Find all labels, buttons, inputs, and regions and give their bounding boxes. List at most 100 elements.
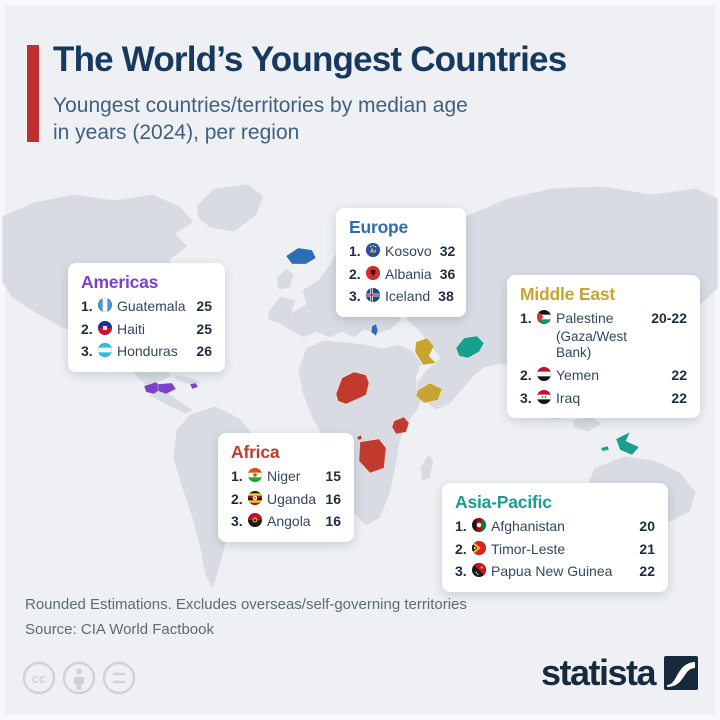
kosovo-flag-icon: [366, 243, 380, 257]
ranking-row: 1. Palestine (Gaza/West Bank) 20-22: [520, 310, 687, 362]
map-country-papua-new-guinea: [615, 431, 640, 456]
albania-flag-icon: [366, 265, 380, 280]
map-landmass-central-america: [149, 385, 196, 415]
country-name: Iceland: [385, 288, 431, 304]
median-age-value: 32: [439, 243, 456, 259]
ranking-row: 3. Iceland 38: [349, 288, 454, 306]
niger-flag-icon: [248, 468, 262, 482]
country-name: Uganda: [267, 490, 317, 507]
map-landmass-british-isles: [275, 267, 295, 291]
region-title: Europe: [349, 217, 409, 237]
country-name: Niger: [267, 468, 301, 484]
rank-number: 1.: [81, 298, 93, 314]
median-age-value: 15: [325, 468, 341, 484]
iceland-flag-icon: [366, 288, 380, 302]
ranking-row: 3. Iraq 22: [520, 389, 687, 408]
median-age-value: 20-22: [651, 310, 687, 326]
honduras-flag-icon: [98, 343, 112, 357]
map-country-angola: [356, 434, 363, 441]
region-title: Middle East: [520, 284, 616, 304]
region-title: Asia-Pacific: [455, 492, 552, 512]
rank-number: 3.: [520, 389, 532, 406]
region-box-middle-east: Middle East 1. Palestine (Gaza/West Bank) 20…: [507, 275, 700, 419]
map-country-iceland: [285, 247, 317, 265]
country-name: Guatemala: [117, 298, 186, 314]
ranking-row: 2. Haiti 25: [81, 320, 212, 339]
country-name: Timor-Leste: [491, 540, 566, 557]
iraq-flag-icon: [537, 389, 551, 404]
region-title: Americas: [81, 272, 159, 292]
rank-number: 1.: [349, 243, 361, 259]
svg-text:cc: cc: [32, 671, 46, 686]
ranking-row: 1. Niger 15: [231, 468, 341, 486]
ranking-row: 2. Yemen 22: [520, 367, 687, 385]
rank-number: 2.: [349, 265, 361, 282]
median-age-value: 21: [639, 540, 655, 557]
country-name: Angola: [267, 513, 311, 529]
rank-number: 3.: [231, 513, 243, 529]
country-name: Afghanistan: [491, 518, 565, 534]
rank-number: 1.: [231, 468, 243, 484]
rank-number: 2.: [81, 320, 93, 337]
title-accent-bar: [27, 45, 39, 142]
guatemala-flag-icon: [98, 298, 112, 312]
region-box-africa: Africa 1. Niger 15 2. Uganda 16 3. Angola 16: [218, 433, 354, 542]
equal-icon[interactable]: [102, 661, 136, 695]
median-age-value: 25: [196, 320, 212, 337]
median-age-value: 38: [438, 288, 454, 304]
region-title: Africa: [231, 442, 280, 462]
angola-flag-icon: [248, 513, 262, 527]
country-sub-label: (Gaza/West Bank): [556, 328, 628, 361]
page-title: The World’s Youngest Countries: [53, 40, 567, 79]
rank-number: 2.: [455, 540, 467, 557]
papua-new-guinea-flag-icon: [472, 563, 486, 577]
palestine-flag-icon: [537, 310, 551, 324]
license-icons: cc: [22, 660, 140, 701]
map-country-niger: [335, 371, 370, 405]
timor-leste-flag-icon: [472, 540, 486, 555]
map-country-afghanistan: [455, 335, 485, 359]
map-country-honduras: [157, 382, 177, 395]
median-age-value: 36: [439, 265, 456, 282]
region-box-asia-pacific: Asia-Pacific 1. Afghanistan 20 2. Timor-Leste…: [442, 483, 668, 592]
rank-number: 3.: [455, 563, 467, 579]
map-country-haiti: [189, 382, 199, 390]
ranking-row: 2. Timor-Leste 21: [455, 540, 655, 559]
median-age-value: 16: [325, 513, 341, 529]
map-country-angola: [358, 438, 387, 474]
median-age-value: 25: [196, 298, 212, 314]
country-name: Kosovo: [385, 243, 432, 259]
map-landmass-madagascar: [419, 453, 435, 483]
attribution-icon[interactable]: [62, 661, 96, 695]
rank-number: 1.: [520, 310, 532, 326]
ranking-row: 1. Guatemala 25: [81, 298, 212, 316]
country-name: Papua New Guinea: [491, 563, 613, 579]
median-age-value: 22: [639, 563, 655, 579]
country-name: Haiti: [117, 320, 146, 337]
map-country-timor-leste: [600, 445, 610, 452]
median-age-value: 26: [196, 343, 212, 359]
ranking-row: 3. Papua New Guinea 22: [455, 563, 655, 581]
rank-number: 2.: [231, 490, 243, 507]
ranking-row: 3. Angola 16: [231, 513, 341, 531]
cc-icon[interactable]: [22, 661, 56, 695]
country-name: Palestine: [556, 310, 614, 326]
ranking-row: 2. Uganda 16: [231, 490, 341, 509]
country-name: Albania: [385, 265, 432, 282]
statista-logo-mark: [664, 656, 698, 690]
statista-wordmark: statista: [540, 652, 657, 693]
region-box-europe: Europe 1. Kosovo 32 2. Albania 36 3. Iceland 38: [336, 208, 466, 317]
map-landmass-indonesia: [571, 415, 603, 433]
haiti-flag-icon: [98, 320, 112, 335]
afghanistan-flag-icon: [472, 518, 486, 532]
footnote: Rounded Estimations. Excludes overseas/s…: [25, 596, 467, 613]
rank-number: 2.: [520, 367, 532, 384]
map-landmass-cuba: [173, 373, 204, 387]
yemen-flag-icon: [537, 367, 551, 382]
ranking-row: 1. Afghanistan 20: [455, 518, 655, 536]
median-age-value: 20: [639, 518, 655, 534]
ranking-row: 1. Kosovo 32: [349, 243, 456, 261]
uganda-flag-icon: [248, 490, 262, 505]
statista-logo[interactable]: statista: [541, 652, 698, 694]
